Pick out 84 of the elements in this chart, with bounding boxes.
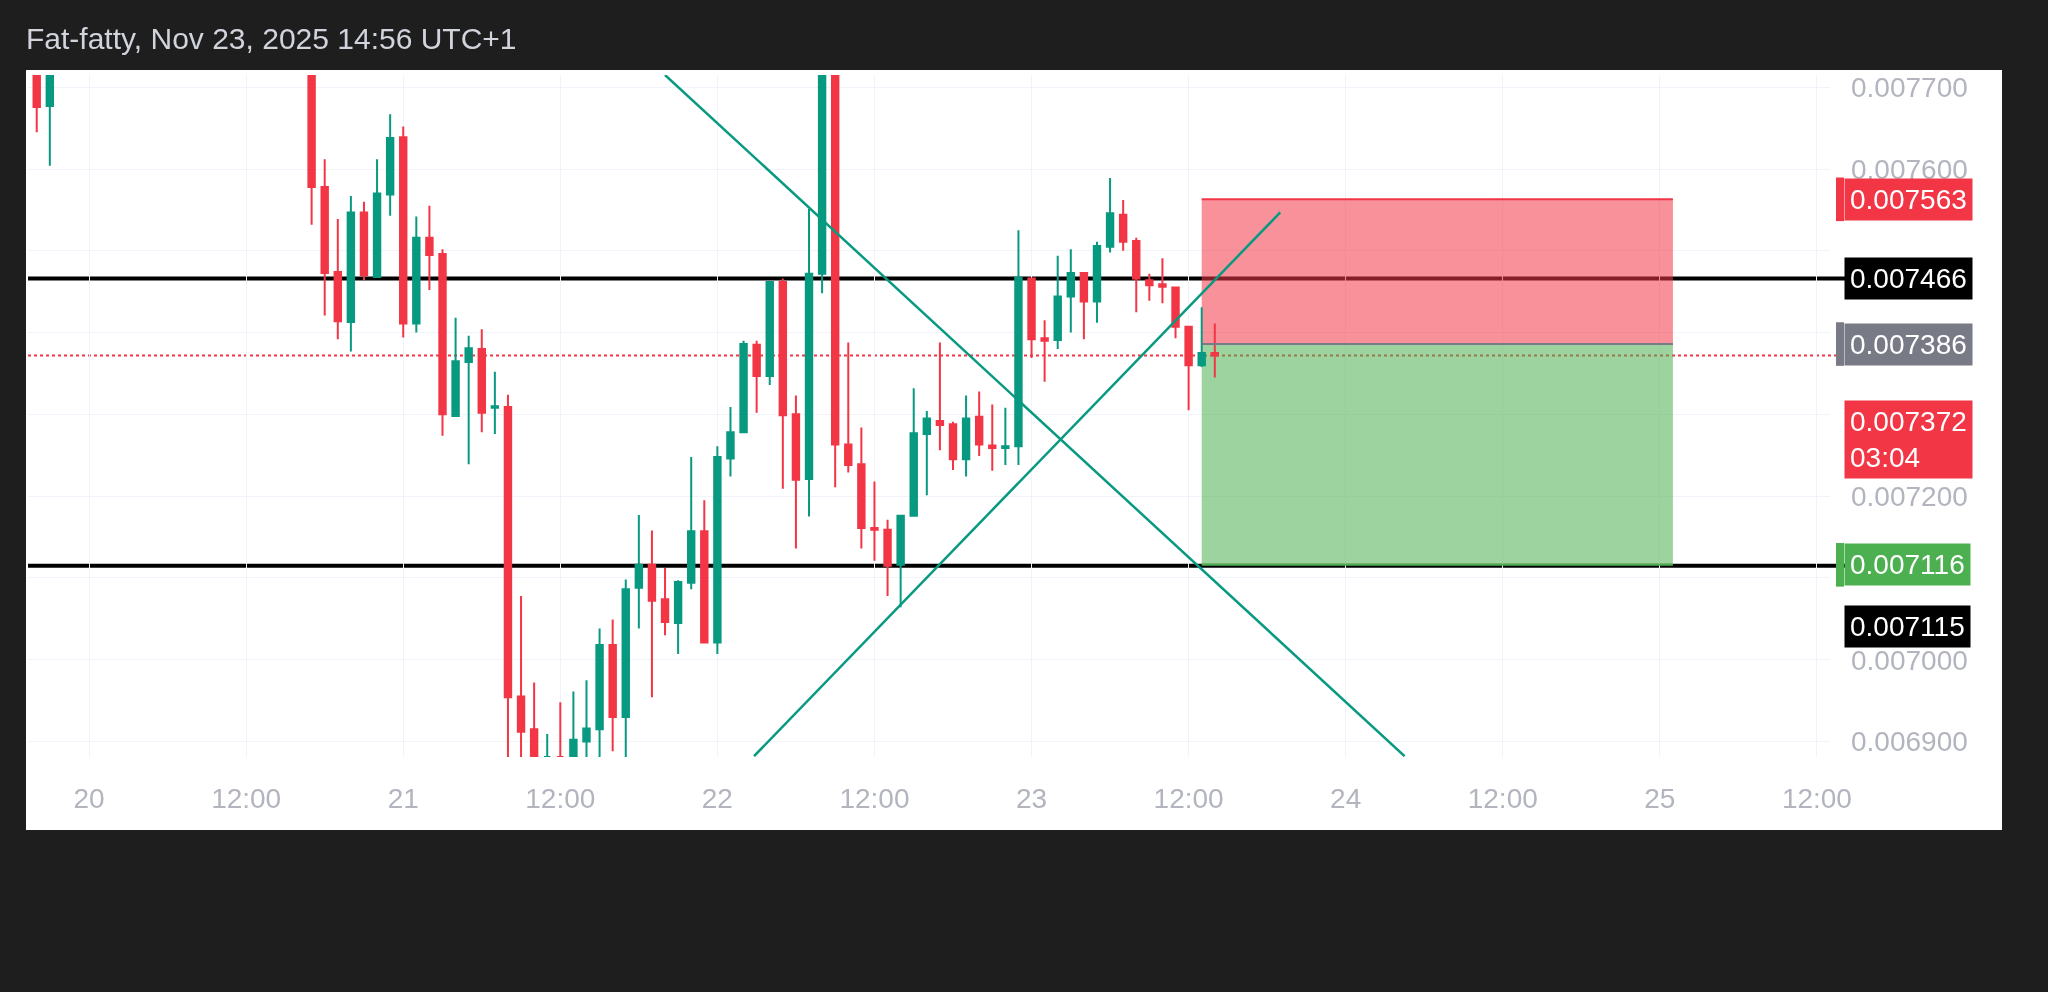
x-tick-label: 23 (1015, 783, 1048, 814)
candlestick (399, 125, 408, 339)
candlestick (765, 280, 774, 386)
candlestick (948, 420, 958, 471)
candlestick (621, 578, 630, 757)
candlestick (804, 208, 814, 518)
candlestick (359, 200, 369, 282)
candlestick (739, 339, 748, 434)
x-tick-label: 24 (1330, 783, 1362, 814)
candlestick (385, 113, 395, 217)
candlestick (45, 75, 55, 167)
candlestick (660, 567, 670, 637)
candlestick (896, 514, 905, 609)
chart-title: Fat-fatty, Nov 23, 2025 14:56 UTC+1 (26, 21, 517, 55)
legend-label: 0.007386 (1850, 329, 1967, 360)
candlestick (1001, 406, 1010, 467)
candlestick (1066, 248, 1076, 334)
candlestick (1105, 177, 1115, 254)
candlestick (608, 618, 617, 753)
x-tick-label: 25 (1644, 783, 1676, 814)
candlestick (1197, 306, 1206, 368)
ref-line-label: 0.007372 03:04 (1850, 406, 1967, 474)
candlestick (346, 195, 356, 353)
x-tick-label: 12:00 (1781, 783, 1852, 814)
candlestick (543, 733, 552, 757)
candlestick (412, 215, 421, 334)
candlestick (582, 679, 591, 757)
candlestick (1132, 236, 1141, 314)
candlestick (961, 394, 971, 478)
y-tick-label: 0.006900 (1851, 726, 1968, 758)
x-tick-label: 12:00 (211, 783, 282, 814)
candlestick (556, 701, 565, 757)
candlestick (1145, 272, 1154, 302)
candlestick (490, 370, 500, 435)
ref-line-label: 0.007115 (1850, 611, 1965, 642)
candlestick (634, 513, 644, 630)
y-tick-label: 0.007000 (1851, 644, 1968, 676)
candlestick (503, 393, 513, 757)
candlestick (857, 426, 866, 550)
candlestick (909, 387, 918, 518)
candlestick (320, 158, 329, 317)
candlestick (451, 316, 460, 417)
candlestick (1158, 257, 1167, 305)
y-tick-label: 0.007200 (1851, 480, 1968, 512)
candlestick (569, 690, 578, 757)
candlestick (425, 204, 434, 292)
x-tick-label: 22 (701, 783, 733, 814)
candlestick (1092, 240, 1102, 324)
ref-line-label: 0.007466 (1850, 263, 1967, 294)
candlestick (516, 594, 526, 757)
legend-label: 0.007563 (1850, 184, 1967, 215)
legend-label: 0.007116 (1850, 549, 1965, 580)
candlestick (1079, 271, 1089, 341)
x-tick-label: 12:00 (1153, 783, 1224, 814)
x-tick-label: 20 (73, 783, 105, 814)
candlestick (988, 403, 997, 472)
candlestick (870, 480, 879, 562)
x-tick-label: 12:00 (839, 783, 910, 814)
y-tick-label: 0.007700 (1851, 72, 1968, 104)
candlestick (713, 445, 722, 655)
candlestick (974, 390, 984, 458)
candlestick (32, 75, 41, 134)
candlestick (372, 158, 382, 279)
candlestick (726, 406, 735, 478)
candlestick (791, 394, 801, 550)
candlestick (1014, 229, 1023, 467)
candlestick (687, 455, 696, 591)
candlestick (700, 499, 709, 645)
candlestick (529, 681, 539, 757)
candlestick (464, 334, 473, 466)
candlestick (883, 518, 892, 597)
candlestick (595, 627, 604, 757)
x-tick-label: 12:00 (1467, 783, 1538, 814)
x-tick-label: 12:00 (525, 783, 596, 814)
candlestick (922, 410, 932, 497)
candlestick (673, 579, 683, 655)
candlestick (333, 217, 342, 341)
candlestick (1053, 254, 1062, 350)
candlestick (1171, 286, 1180, 340)
candlestick (1118, 199, 1128, 252)
y-tick-label: 0.007600 (1851, 153, 1968, 185)
candlestick (307, 75, 316, 226)
candlestick (647, 529, 657, 699)
x-tick-label: 21 (387, 783, 419, 814)
